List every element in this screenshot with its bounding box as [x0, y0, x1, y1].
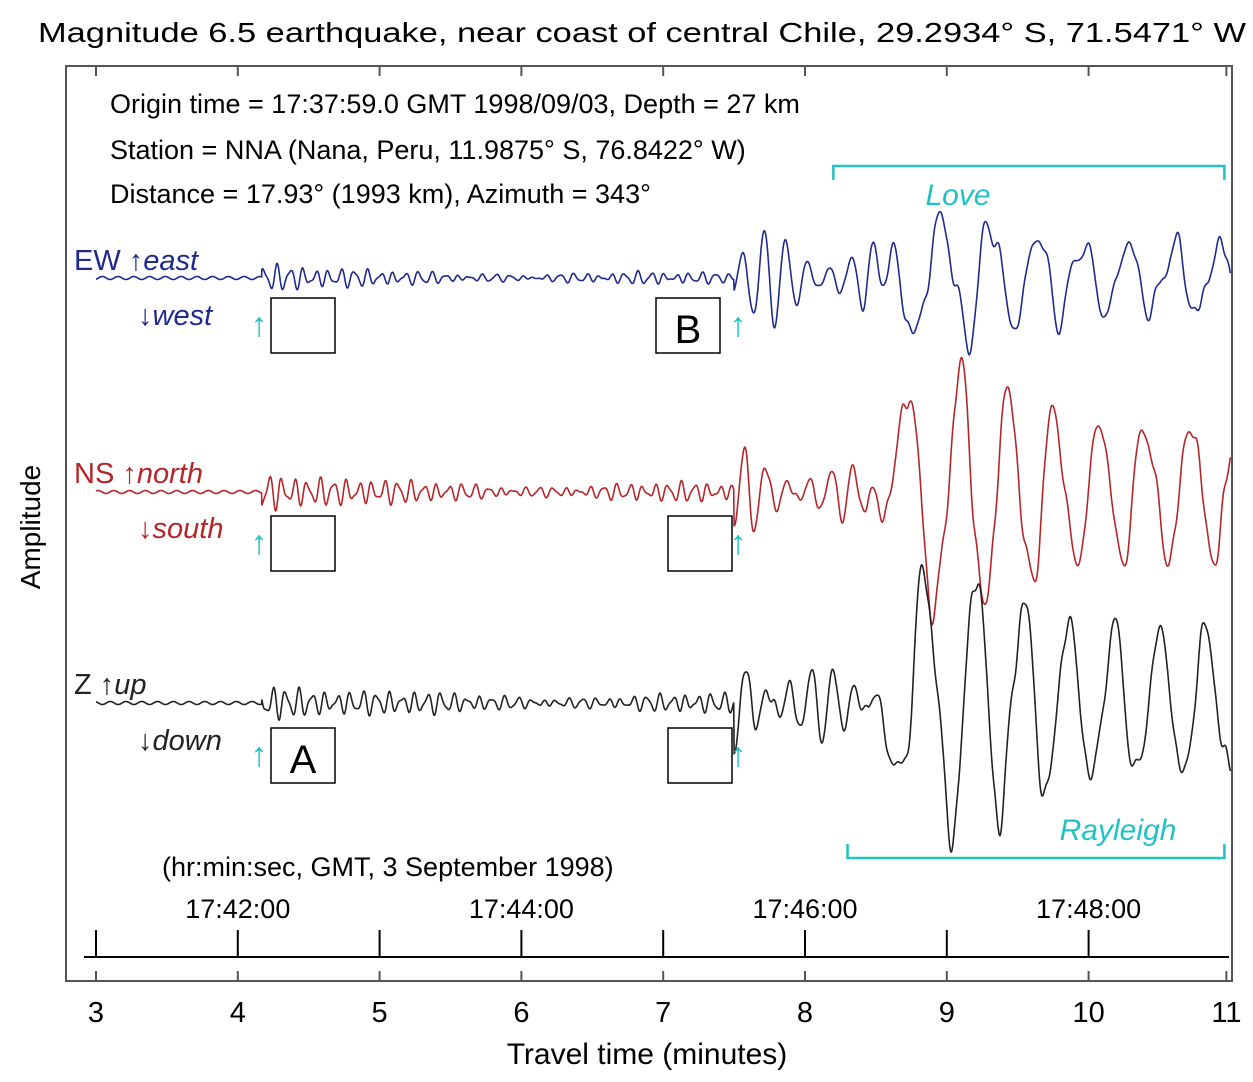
arrival-arrow-ew-0: ↑: [251, 306, 268, 344]
x-axis-tick-label: 9: [939, 997, 955, 1029]
x-axis-tick-label: 4: [230, 997, 246, 1029]
x-axis-tick-label: 5: [372, 997, 388, 1029]
arrival-arrow-ns-2: ↑: [251, 524, 268, 562]
up-direction-label-z: up: [114, 669, 146, 701]
arrival-arrow-ew-1: ↑: [730, 306, 747, 344]
arrival-box-z-5: [667, 727, 733, 784]
plot-frame: [65, 65, 1233, 982]
time-scale-tick-label: 17:46:00: [752, 894, 857, 924]
component-label-z: Z ↑up: [74, 669, 147, 701]
chart-title: Magnitude 6.5 earthquake, near coast of …: [38, 17, 1247, 48]
y-axis-label: Amplitude: [15, 465, 46, 590]
x-axis-tick-label: 8: [797, 997, 813, 1029]
arrival-arrow-z-4: ↑: [251, 736, 268, 774]
x-axis-tick-label: 6: [513, 997, 529, 1029]
bracket-label-love: Love: [925, 179, 990, 212]
trace-ew: [95, 210, 1232, 356]
arrival-arrow-ns-3: ↑: [730, 524, 747, 562]
down-direction-label-ns: ↓south: [138, 513, 223, 545]
arrival-box-ns-3: [667, 515, 733, 572]
time-scale-tick-label: 17:44:00: [469, 894, 574, 924]
time-scale-tick-label: 17:42:00: [185, 894, 290, 924]
bracket-label-rayleigh: Rayleigh: [1060, 814, 1177, 847]
axis-layer: 17:42:00 17:44:00 17:46:00 17:48:00 3 4 5 6 7 8 9 1…: [84, 66, 1241, 1029]
x-axis-tick-label: 7: [655, 997, 671, 1029]
up-direction-label-ns: north: [137, 458, 203, 490]
arrival-arrow-z-5: ↑: [730, 736, 747, 774]
trace-z: [95, 564, 1232, 853]
arrival-box-z-4: [270, 727, 336, 784]
trace-ns: [95, 356, 1232, 626]
down-direction-label-z: ↓down: [138, 725, 222, 757]
info-line-origin: Origin time = 17:37:59.0 GMT 1998/09/03,…: [110, 89, 800, 119]
info-line-station: Station = NNA (Nana, Peru, 11.9875° S, 7…: [110, 135, 746, 165]
arrival-box-ew-0: [270, 297, 336, 354]
x-axis-tick-label: 10: [1072, 997, 1104, 1029]
time-scale-tick-label: 17:48:00: [1036, 894, 1141, 924]
trace-layer: [95, 210, 1232, 853]
arrival-box-ew-1: [655, 297, 721, 354]
up-direction-label-ew: east: [143, 245, 200, 277]
top-axis-caption: (hr:min:sec, GMT, 3 September 1998): [162, 852, 614, 882]
x-axis-label: Travel time (minutes): [507, 1038, 788, 1071]
component-label-ns: NS ↑north: [74, 458, 203, 490]
arrival-box-label-B: B: [675, 308, 702, 352]
x-axis-tick-label: 3: [88, 997, 104, 1029]
arrival-box-label-A: A: [290, 738, 317, 782]
down-direction-label-ew: ↓west: [138, 300, 214, 332]
bracket-rayleigh: [846, 844, 1226, 860]
arrival-box-ns-2: [270, 515, 336, 572]
bracket-love: [832, 164, 1226, 180]
annotation-layer: EW ↑east ↓west NS ↑north ↓south Z ↑up ↓down ↑ ↑…: [74, 164, 1226, 860]
info-line-distance: Distance = 17.93° (1993 km), Azimuth = 3…: [110, 179, 651, 209]
x-axis-tick-label: 11: [1211, 997, 1241, 1029]
component-label-ew: EW ↑east: [74, 245, 200, 277]
